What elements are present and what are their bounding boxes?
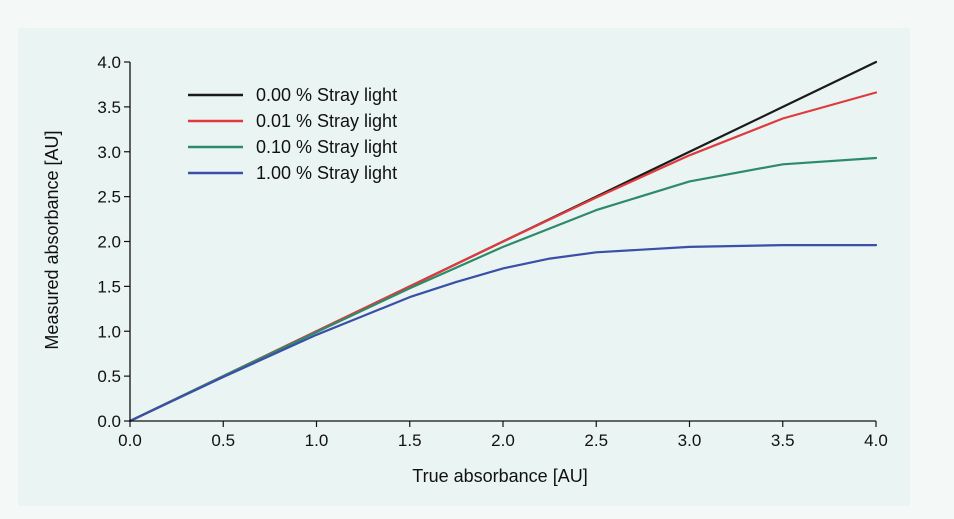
legend-label-2: 0.01 % Stray light	[256, 111, 397, 131]
x-tick-label: 0.0	[118, 431, 142, 450]
y-tick-label: 2.5	[97, 188, 121, 207]
x-tick-label: 2.0	[491, 431, 515, 450]
x-tick-label: 0.5	[211, 431, 235, 450]
series-lines	[128, 60, 878, 423]
y-axis-title: Measured absorbance [AU]	[42, 130, 62, 349]
x-tick-label: 2.5	[584, 431, 608, 450]
y-tick-label: 1.0	[97, 322, 121, 341]
y-tick-label: 3.5	[97, 98, 121, 117]
x-tick-label: 3.5	[771, 431, 795, 450]
axes: 0.0 0.5 1.0 1.5 2.0 2.5 3.0 3.5 4.0 0.0 0.5 1.0 1.5 2…	[97, 53, 887, 450]
legend: 0.00 % Stray light 0.01 % Stray light 0.10…	[188, 85, 397, 183]
legend-label-3: 0.10 % Stray light	[256, 137, 397, 157]
series-line-4	[128, 244, 878, 423]
legend-label-1: 0.00 % Stray light	[256, 85, 397, 105]
y-tick-label: 3.0	[97, 143, 121, 162]
series-line-2	[128, 91, 878, 423]
x-tick-label: 1.5	[398, 431, 422, 450]
y-tick-label: 0.0	[97, 412, 121, 431]
x-tick-label: 1.0	[305, 431, 329, 450]
y-tick-label: 2.0	[97, 233, 121, 252]
y-tick-label: 0.5	[97, 367, 121, 386]
x-tick-label: 3.0	[678, 431, 702, 450]
series-line-3	[128, 156, 878, 423]
x-tick-label: 4.0	[864, 431, 888, 450]
x-axis-title: True absorbance [AU]	[412, 466, 587, 486]
y-tick-label: 4.0	[97, 53, 121, 72]
y-tick-label: 1.5	[97, 277, 121, 296]
paper-background	[18, 28, 910, 506]
legend-label-4: 1.00 % Stray light	[256, 163, 397, 183]
